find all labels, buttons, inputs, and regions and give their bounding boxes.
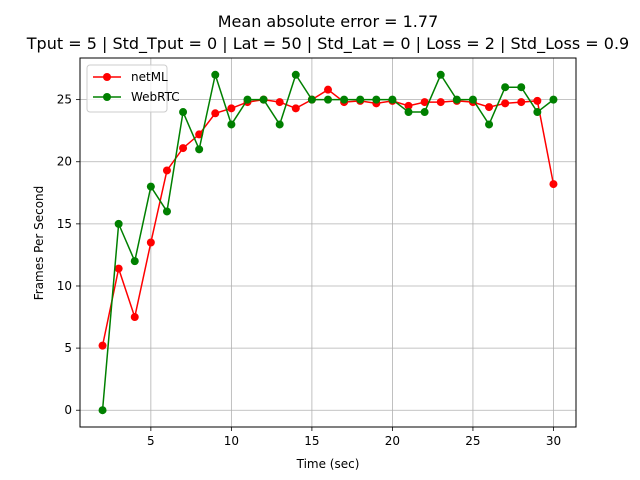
data-point-netml — [162, 166, 171, 175]
y-tick-label: 10 — [57, 279, 72, 293]
data-point-webrtc — [227, 120, 236, 129]
data-point-webrtc — [195, 145, 204, 154]
data-point-webrtc — [179, 108, 188, 117]
data-point-webrtc — [146, 182, 155, 191]
data-point-webrtc — [307, 95, 316, 104]
data-point-webrtc — [324, 95, 332, 104]
x-tick-label: 25 — [465, 434, 480, 448]
legend-label-webrtc: WebRTC — [131, 90, 180, 104]
data-point-netml — [436, 98, 445, 107]
data-point-netml — [420, 98, 429, 107]
plot-area-frame — [79, 57, 577, 428]
x-tick-label: 15 — [304, 434, 319, 448]
data-point-webrtc — [340, 95, 349, 104]
data-point-webrtc — [98, 406, 107, 415]
data-point-netml — [533, 96, 542, 105]
data-point-netml — [404, 101, 413, 110]
data-point-webrtc — [420, 108, 429, 117]
axis-ticks: 5 10 15 20 25 30 0 5 10 15 20 25 — [57, 93, 561, 448]
data-point-webrtc — [130, 257, 139, 266]
data-point-webrtc — [485, 120, 494, 129]
data-point-webrtc — [517, 83, 526, 92]
series-layer — [98, 70, 558, 415]
data-point-netml — [98, 341, 107, 350]
data-point-netml — [549, 180, 558, 189]
y-tick-label: 0 — [64, 403, 72, 417]
series-webrtc — [98, 70, 558, 415]
legend: netML WebRTC — [86, 64, 180, 113]
y-tick-label: 20 — [57, 155, 72, 169]
x-tick-label: 20 — [385, 434, 400, 448]
data-point-webrtc — [533, 108, 542, 117]
data-point-webrtc — [404, 108, 413, 117]
x-tick-label: 5 — [147, 434, 155, 448]
data-point-webrtc — [356, 95, 365, 104]
data-point-netml — [291, 104, 300, 113]
data-point-netml — [146, 238, 155, 247]
data-point-webrtc — [243, 95, 252, 104]
data-point-webrtc — [372, 95, 381, 104]
data-point-webrtc — [549, 95, 558, 104]
data-point-webrtc — [162, 207, 171, 216]
data-point-netml — [517, 98, 526, 107]
legend-marker-webrtc — [103, 93, 111, 101]
data-point-webrtc — [275, 120, 284, 129]
data-point-netml — [227, 104, 236, 113]
data-point-netml — [211, 109, 220, 118]
data-point-netml — [501, 99, 510, 108]
y-axis-label: Frames Per Second — [32, 186, 46, 301]
data-point-netml — [485, 103, 494, 112]
data-point-netml — [114, 264, 123, 273]
chart-subtitle: Tput = 5 | Std_Tput = 0 | Lat = 50 | Std… — [26, 34, 629, 54]
legend-marker-netml — [103, 73, 111, 81]
data-point-netml — [130, 313, 139, 322]
data-point-webrtc — [501, 83, 510, 92]
chart-title: Mean absolute error = 1.77 — [218, 12, 439, 31]
x-tick-label: 30 — [546, 434, 561, 448]
data-point-webrtc — [259, 95, 268, 104]
x-tick-label: 10 — [224, 434, 239, 448]
y-tick-label: 15 — [57, 217, 72, 231]
data-point-netml — [275, 98, 284, 107]
data-point-webrtc — [114, 219, 123, 228]
series-line-netml — [101, 88, 555, 346]
x-axis-label: Time (sec) — [296, 457, 360, 471]
data-point-webrtc — [436, 70, 445, 79]
data-point-webrtc — [452, 95, 461, 104]
y-tick-label: 25 — [57, 93, 72, 107]
data-point-netml — [324, 85, 332, 94]
data-point-webrtc — [211, 70, 220, 79]
data-point-webrtc — [388, 95, 397, 104]
data-point-webrtc — [468, 95, 477, 104]
legend-label-netml: netML — [131, 70, 168, 84]
data-point-netml — [195, 130, 204, 139]
y-tick-label: 5 — [64, 341, 72, 355]
data-point-netml — [179, 144, 188, 153]
data-point-webrtc — [291, 70, 300, 79]
